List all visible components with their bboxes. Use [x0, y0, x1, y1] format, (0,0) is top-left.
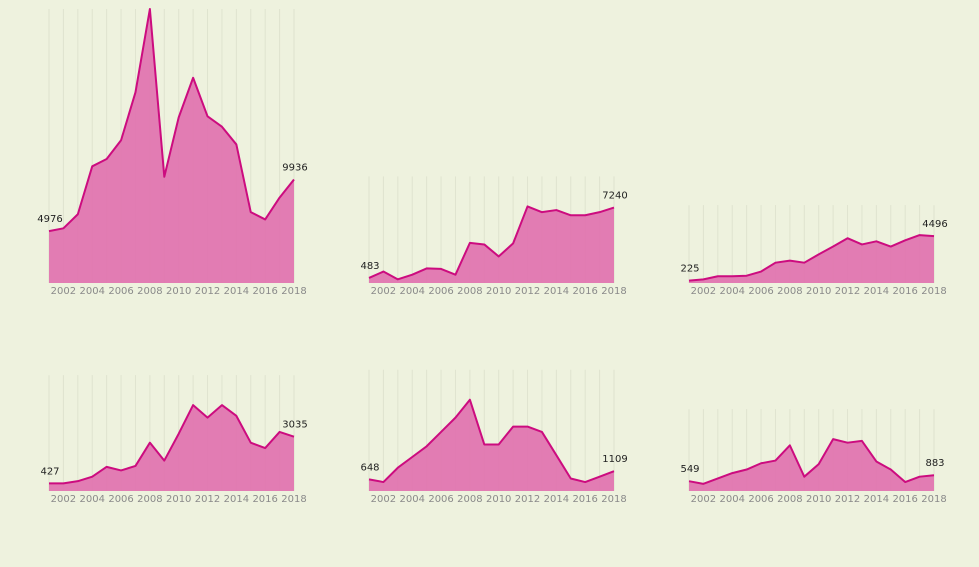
area-fill: [369, 206, 614, 283]
x-tick-label: 2014: [544, 286, 569, 297]
last-value-label: 3035: [282, 420, 307, 431]
last-value-label: 883: [925, 458, 944, 469]
x-tick-label: 2006: [108, 494, 133, 505]
x-tick-label: 2016: [572, 494, 597, 505]
x-tick-label: 2004: [80, 494, 105, 505]
x-tick-label: 2006: [108, 286, 133, 297]
x-tick-label: 2014: [224, 286, 249, 297]
series-line: [49, 404, 295, 485]
x-tick-label: 2006: [748, 286, 773, 297]
x-tick-label: 2012: [835, 286, 860, 297]
chart-panel-4: 2002 2004 2006 2008 2010 2012 2014 2016 2018 427 3…: [40, 375, 308, 505]
first-value-label: 648: [360, 462, 379, 473]
first-value-label: 549: [680, 464, 699, 475]
x-tick-label: 2006: [748, 494, 773, 505]
x-tick-label: 2004: [400, 494, 425, 505]
x-tick-label: 2002: [51, 286, 76, 297]
area-fill: [49, 9, 294, 283]
series-line: [368, 205, 615, 281]
series-line: [48, 8, 295, 233]
x-tick-label: 2010: [166, 494, 191, 505]
x-tick-label: 2018: [921, 494, 946, 505]
last-value-label: 1109: [602, 454, 627, 465]
x-tick-label: 2002: [371, 286, 396, 297]
x-tick-label: 2008: [457, 286, 482, 297]
x-tick-label: 2004: [720, 286, 745, 297]
chart-panel-2: 2002 2004 2006 2008 2010 2012 2014 2016 2018 483 7…: [360, 176, 628, 297]
x-tick-label: 2010: [806, 494, 831, 505]
x-tick-label: 2008: [137, 494, 162, 505]
x-tick-label: 2012: [515, 494, 540, 505]
x-tick-label: 2016: [252, 286, 277, 297]
x-tick-label: 2016: [572, 286, 597, 297]
first-value-label: 483: [360, 261, 379, 272]
chart-panel-3: 2002 2004 2006 2008 2010 2012 2014 2016 2018 225 4…: [680, 205, 948, 297]
x-tick-label: 2016: [892, 494, 917, 505]
x-tick-label: 2016: [252, 494, 277, 505]
x-tick-label: 2016: [892, 286, 917, 297]
x-tick-label: 2010: [806, 286, 831, 297]
x-tick-label: 2010: [166, 286, 191, 297]
x-tick-label: 2002: [691, 494, 716, 505]
x-tick-label: 2018: [601, 494, 626, 505]
x-tick-label: 2012: [195, 494, 220, 505]
x-tick-label: 2004: [80, 286, 105, 297]
last-value-label: 4496: [922, 219, 947, 230]
x-tick-label: 2008: [457, 494, 482, 505]
series-line: [688, 234, 935, 282]
chart-panel-6: 2002 2004 2006 2008 2010 2012 2014 2016 2018 549 8…: [680, 409, 947, 505]
area-fill: [689, 439, 934, 491]
x-tick-label: 2012: [835, 494, 860, 505]
x-tick-label: 2008: [777, 286, 802, 297]
x-tick-label: 2004: [400, 286, 425, 297]
first-value-label: 225: [680, 264, 699, 275]
last-value-label: 7240: [602, 191, 627, 202]
chart-panel-1: 2002 2004 2006 2008 2010 2012 2014 2016 2018 4976…: [37, 8, 308, 297]
series-line: [688, 438, 935, 485]
x-tick-label: 2006: [428, 494, 453, 505]
first-value-label: 427: [40, 466, 59, 477]
x-tick-label: 2014: [544, 494, 569, 505]
x-tick-label: 2014: [864, 286, 889, 297]
x-tick-label: 2010: [486, 494, 511, 505]
x-tick-label: 2018: [921, 286, 946, 297]
x-tick-label: 2006: [428, 286, 453, 297]
x-tick-label: 2004: [720, 494, 745, 505]
x-tick-label: 2002: [51, 494, 76, 505]
series-line: [368, 398, 615, 484]
chart-panel-5: 2002 2004 2006 2008 2010 2012 2014 2016 2018 648 1…: [360, 369, 628, 505]
x-tick-label: 2012: [515, 286, 540, 297]
first-value-label: 4976: [37, 214, 62, 225]
x-tick-label: 2018: [281, 286, 306, 297]
x-tick-label: 2008: [777, 494, 802, 505]
x-tick-label: 2008: [137, 286, 162, 297]
x-tick-label: 2014: [864, 494, 889, 505]
last-value-label: 9936: [282, 162, 307, 173]
x-tick-label: 2002: [691, 286, 716, 297]
x-tick-label: 2010: [486, 286, 511, 297]
x-tick-label: 2018: [601, 286, 626, 297]
x-tick-label: 2018: [281, 494, 306, 505]
x-tick-label: 2014: [224, 494, 249, 505]
x-tick-label: 2002: [371, 494, 396, 505]
x-tick-label: 2012: [195, 286, 220, 297]
